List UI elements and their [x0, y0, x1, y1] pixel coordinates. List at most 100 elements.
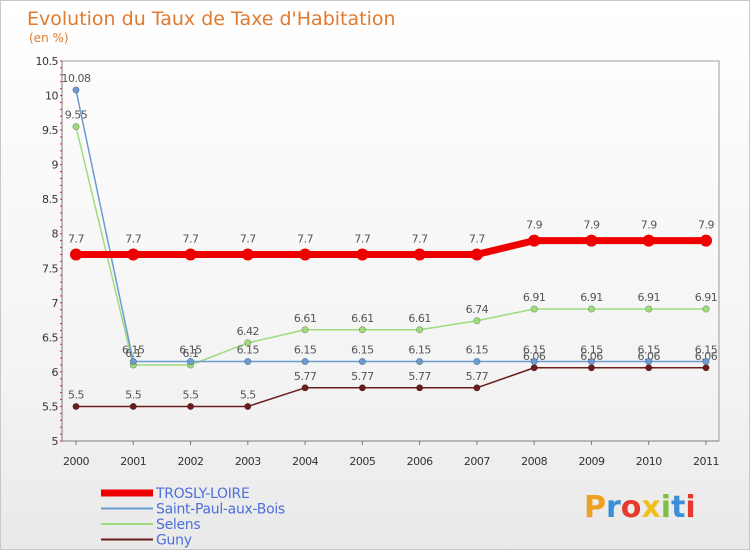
legend-label: Saint-Paul-aux-Bois	[156, 502, 285, 518]
x-tick-label: 2002	[178, 455, 204, 468]
data-label: 6.74	[466, 303, 489, 316]
proxiti-logo: Proxiti	[584, 490, 696, 525]
data-label: 7.7	[125, 232, 141, 245]
y-tick-label: 7	[52, 297, 59, 310]
series-layer: 5.5 5.5 5.5 5.5 5.77 5.77 5.77 5.77 6.06 6.06 6.06…	[62, 72, 718, 410]
logo-letter: t	[671, 490, 685, 525]
series-line	[75, 126, 706, 366]
data-point	[129, 402, 137, 410]
data-label: 6.06	[523, 350, 546, 363]
data-label: 6.91	[695, 291, 718, 304]
chart-title: Evolution du Taux de Taxe d'Habitation	[27, 8, 396, 30]
x-tick-label: 2005	[349, 455, 375, 468]
data-point	[530, 305, 538, 313]
data-label: 6.42	[237, 325, 260, 338]
data-label: 6.61	[408, 312, 431, 325]
data-label: 6.91	[637, 291, 660, 304]
data-label: 6.15	[637, 344, 660, 357]
data-label: 5.5	[183, 388, 199, 401]
data-label: 6.91	[580, 291, 603, 304]
x-tick-label: 2000	[63, 455, 89, 468]
data-point	[301, 326, 309, 334]
data-point	[301, 384, 309, 392]
series-line	[76, 237, 706, 258]
data-point	[72, 123, 80, 131]
data-point	[587, 358, 595, 366]
logo-letter: i	[661, 490, 671, 525]
data-point	[129, 358, 137, 366]
x-tick-label: 2011	[693, 455, 719, 468]
data-label: 7.7	[183, 232, 199, 245]
series-trosly-loire: 7.7 7.7 7.7 7.7 7.7 7.7 7.7 7.7 7.9 7.9 7.9 7.9	[68, 219, 715, 261]
data-label: 6.15	[695, 344, 718, 357]
data-point	[413, 248, 426, 261]
data-point	[244, 339, 252, 347]
data-point	[187, 402, 195, 410]
data-label: 5.77	[351, 370, 374, 383]
data-label: 7.7	[412, 232, 428, 245]
data-point	[642, 234, 655, 247]
x-tick-label: 2010	[636, 455, 662, 468]
data-label: 6.06	[580, 350, 603, 363]
y-tick-label: 10.5	[36, 55, 59, 68]
y-tick-label: 8.5	[42, 193, 58, 206]
data-point	[645, 305, 653, 313]
data-point	[473, 384, 481, 392]
data-point	[301, 358, 309, 366]
data-label: 6.1	[183, 347, 199, 360]
data-point	[127, 248, 140, 261]
series-line	[76, 367, 706, 408]
data-label: 7.9	[583, 219, 599, 232]
data-point	[645, 358, 653, 366]
data-label: 5.5	[68, 388, 84, 401]
data-label: 6.1	[125, 347, 141, 360]
data-label: 10.08	[62, 72, 91, 85]
data-point	[358, 358, 366, 366]
data-point	[528, 234, 541, 247]
data-point	[645, 364, 653, 372]
x-tick-label: 2008	[521, 455, 547, 468]
y-tick-label: 8	[52, 228, 59, 241]
x-tick-label: 2007	[464, 455, 490, 468]
data-label: 7.7	[469, 232, 485, 245]
axes: 5 5.5 6 6.5 7 7.5 8 8.5 9 9.5 10 10.5 2000 2001 2002 20…	[36, 55, 720, 468]
data-label: 6.15	[122, 344, 145, 357]
data-label: 7.7	[240, 232, 256, 245]
logo-letter: o	[621, 490, 642, 525]
data-point	[530, 358, 538, 366]
data-label: 5.5	[240, 388, 256, 401]
data-point	[358, 384, 366, 392]
data-label: 7.9	[526, 219, 542, 232]
x-tick-label: 2001	[120, 455, 146, 468]
data-label: 6.15	[466, 344, 489, 357]
data-point	[187, 358, 195, 366]
data-label: 7.7	[68, 232, 84, 245]
legend-label: TROSLY-LOIRE	[155, 486, 250, 502]
data-point	[587, 364, 595, 372]
data-point	[470, 248, 483, 261]
data-label: 7.7	[297, 232, 313, 245]
data-label: 5.77	[466, 370, 489, 383]
series-selens: 9.55 6.1 6.1 6.42 6.61 6.61 6.61 6.74 6.91 6.91 6.…	[65, 109, 718, 369]
data-label: 6.15	[294, 344, 317, 357]
y-tick-label: 10	[45, 90, 58, 103]
data-point	[473, 358, 481, 366]
data-label: 6.15	[523, 344, 546, 357]
y-tick-label: 9	[52, 159, 59, 172]
data-point	[356, 248, 369, 261]
x-tick-label: 2004	[292, 455, 318, 468]
data-label: 6.91	[523, 291, 546, 304]
data-label: 6.15	[237, 344, 260, 357]
data-point	[416, 326, 424, 334]
series-guny: 5.5 5.5 5.5 5.5 5.77 5.77 5.77 5.77 6.06 6.06 6.06…	[68, 350, 718, 410]
data-point	[702, 305, 710, 313]
data-point	[72, 86, 80, 94]
legend-label: Guny	[156, 533, 192, 549]
chart-subtitle: (en %)	[29, 31, 69, 45]
data-label: 6.15	[580, 344, 603, 357]
data-label: 7.7	[354, 232, 370, 245]
data-point	[244, 402, 252, 410]
data-label: 5.5	[125, 388, 141, 401]
y-tick-label: 7.5	[42, 262, 58, 275]
